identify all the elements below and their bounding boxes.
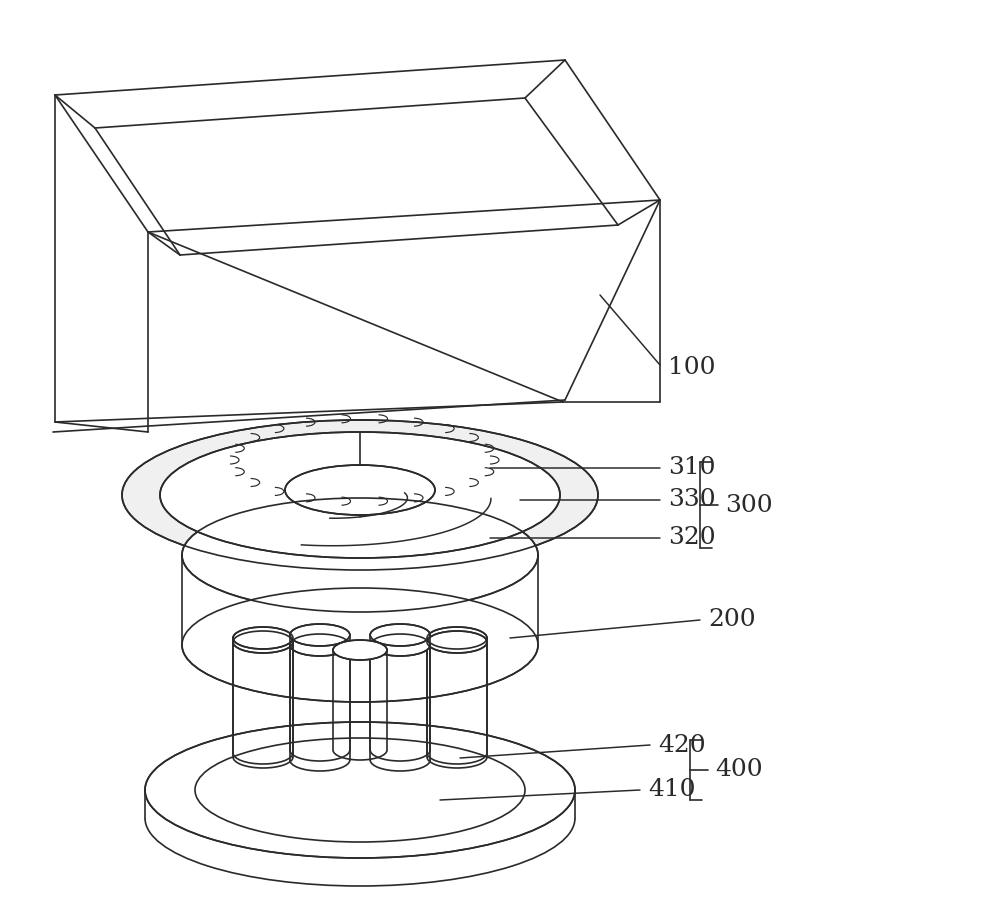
Ellipse shape (427, 627, 487, 649)
Ellipse shape (290, 634, 350, 656)
Text: 320: 320 (668, 526, 716, 549)
Ellipse shape (182, 588, 538, 702)
Ellipse shape (290, 624, 350, 646)
Text: 420: 420 (658, 734, 706, 757)
Ellipse shape (370, 624, 430, 646)
Text: 300: 300 (725, 494, 773, 517)
Text: 200: 200 (708, 608, 756, 631)
Ellipse shape (233, 631, 293, 653)
Ellipse shape (182, 498, 538, 612)
Text: 400: 400 (715, 759, 763, 782)
Ellipse shape (160, 432, 560, 558)
Text: 100: 100 (668, 356, 716, 379)
Text: 410: 410 (648, 778, 696, 801)
Ellipse shape (145, 722, 575, 858)
Text: 330: 330 (668, 488, 716, 511)
Ellipse shape (285, 465, 435, 515)
Ellipse shape (233, 627, 293, 649)
Ellipse shape (122, 420, 598, 570)
Text: 310: 310 (668, 457, 716, 480)
Ellipse shape (370, 634, 430, 656)
Ellipse shape (427, 631, 487, 653)
Ellipse shape (333, 640, 387, 660)
